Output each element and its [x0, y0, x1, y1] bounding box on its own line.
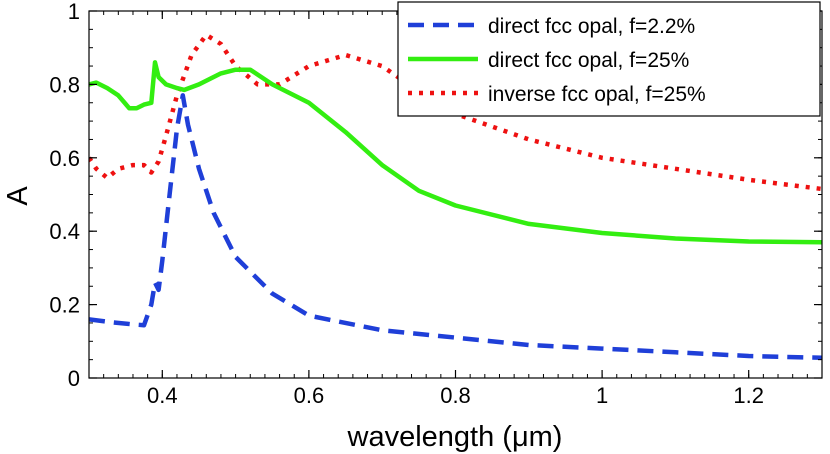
plot-layer	[89, 32, 822, 361]
legend-label-1: direct fcc opal, f=2.2%	[488, 15, 695, 38]
y-tick-label: 0.2	[49, 293, 80, 318]
legend-label-2: direct fcc opal, f=25%	[488, 49, 689, 72]
y-tick-label: 0.4	[49, 219, 80, 244]
series-line-3	[89, 32, 822, 192]
x-tick-label: 0.6	[294, 383, 325, 408]
y-tick-label: 0	[68, 366, 80, 391]
y-axis-label: A	[2, 186, 34, 206]
legend: direct fcc opal, f=2.2% direct fcc opal, …	[397, 1, 821, 117]
legend-label-3: inverse fcc opal, f=25%	[488, 83, 706, 106]
x-tick-label: 1.2	[733, 383, 764, 408]
x-tick-label: 0.8	[440, 383, 471, 408]
y-tick-label: 1	[68, 0, 80, 24]
x-tick-label: 1	[596, 383, 608, 408]
y-tick-label: 0.8	[49, 72, 80, 97]
y-tick-label: 0.6	[49, 146, 80, 171]
x-axis-label: wavelength (μm)	[347, 421, 563, 453]
series-line-1	[89, 93, 822, 361]
axes-layer: 0.4 0.6 0.8 1 1.2 0 0.2 0.4 0.6 0.8 1	[49, 0, 823, 408]
series-line-2	[89, 60, 822, 245]
x-tick-label: 0.4	[147, 383, 178, 408]
